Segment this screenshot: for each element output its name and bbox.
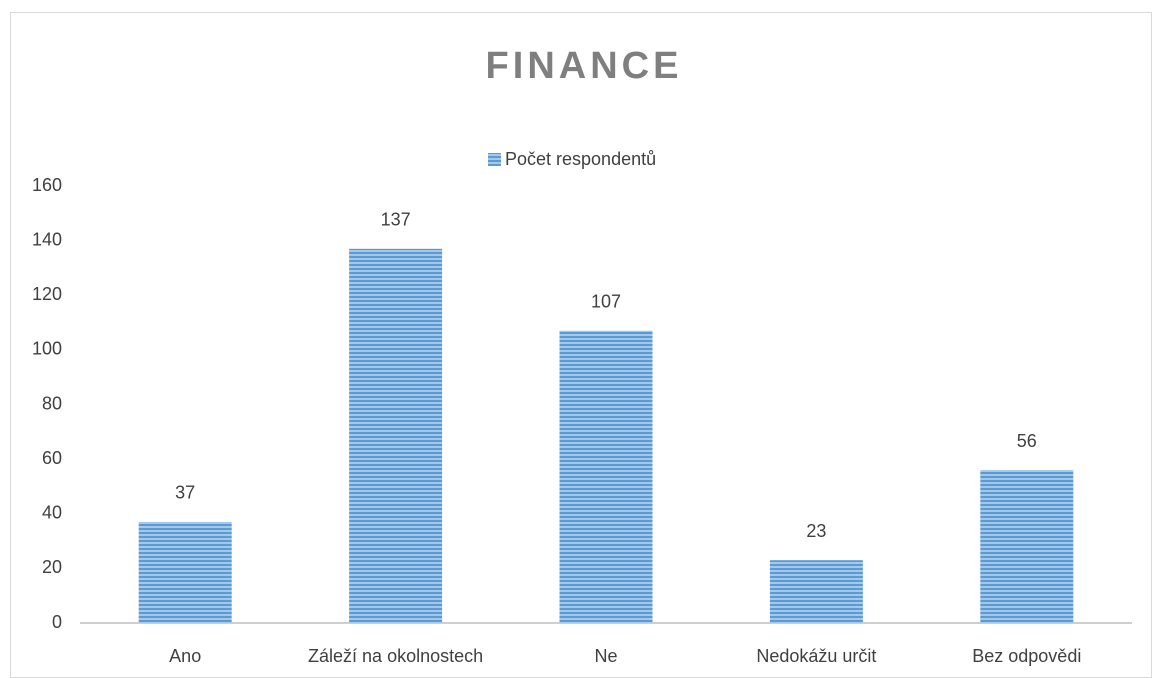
data-label: 56 <box>1017 431 1037 451</box>
data-label: 23 <box>806 521 826 541</box>
data-label: 37 <box>175 483 195 503</box>
data-label: 137 <box>381 210 411 230</box>
data-label: 107 <box>591 292 621 312</box>
bar <box>769 560 863 623</box>
y-tick-label: 20 <box>42 557 62 577</box>
bar <box>138 521 232 623</box>
y-tick-label: 0 <box>52 612 62 632</box>
y-tick-label: 140 <box>32 229 62 249</box>
chart-title: FINANCE <box>486 45 683 87</box>
legend-swatch <box>488 153 501 166</box>
y-tick-label: 40 <box>42 503 62 523</box>
x-tick-label: Ano <box>169 646 201 666</box>
x-tick-label: Záleží na okolnostech <box>308 646 483 666</box>
bar <box>349 248 443 623</box>
legend-label: Počet respondentů <box>505 149 656 169</box>
x-tick-label: Bez odpovědi <box>972 646 1081 666</box>
y-tick-label: 160 <box>32 175 62 195</box>
x-tick-label: Nedokážu určit <box>756 646 876 666</box>
x-tick-label: Ne <box>594 646 617 666</box>
bar <box>559 330 653 623</box>
y-tick-label: 60 <box>42 448 62 468</box>
y-tick-label: 80 <box>42 393 62 413</box>
y-tick-label: 120 <box>32 284 62 304</box>
bar <box>980 470 1074 623</box>
y-tick-label: 100 <box>32 339 62 359</box>
